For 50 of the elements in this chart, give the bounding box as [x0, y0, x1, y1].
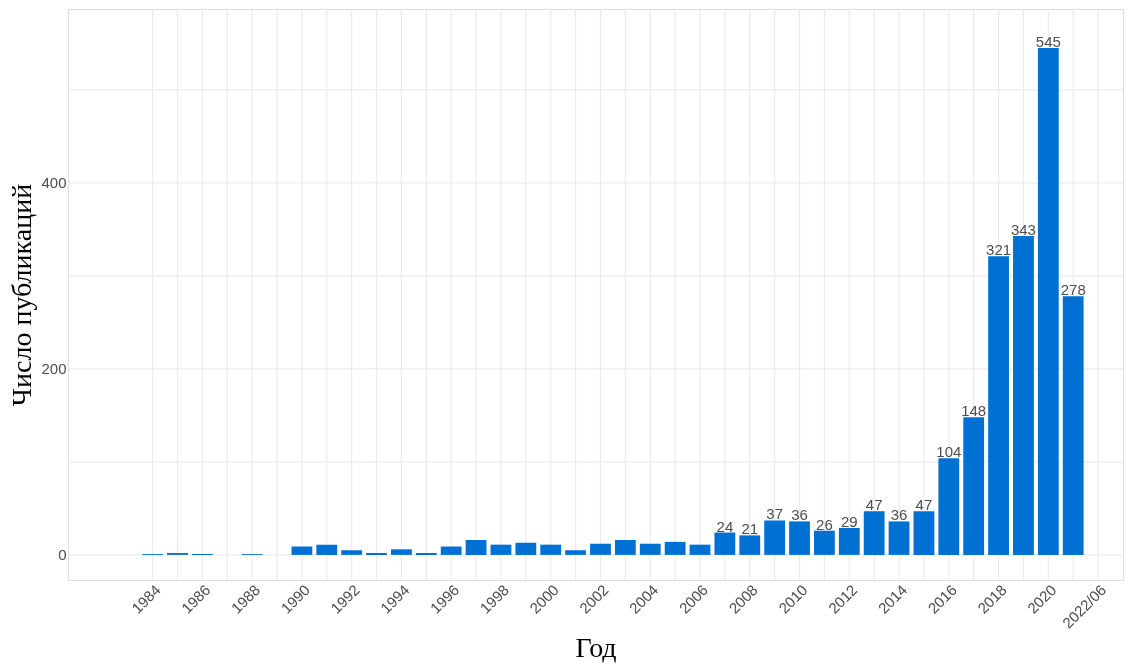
data-label: 21 [741, 520, 759, 538]
bar [739, 535, 761, 555]
data-label: 26 [816, 515, 833, 533]
y-tick-label: 400 [41, 174, 67, 192]
bar [863, 511, 885, 555]
bar [515, 542, 537, 555]
y-tick-label: 0 [58, 546, 67, 564]
bar [565, 550, 586, 555]
bar [814, 530, 835, 555]
bar [689, 544, 711, 555]
data-label: 37 [766, 505, 783, 523]
bar [1062, 296, 1084, 555]
bar [789, 521, 810, 555]
data-label: 47 [915, 496, 933, 514]
bar [764, 520, 786, 555]
bar [988, 256, 1009, 555]
bar [838, 527, 860, 555]
bar [888, 521, 910, 555]
bar [440, 546, 462, 555]
data-label: 278 [1060, 281, 1086, 299]
bar [391, 549, 412, 555]
data-label: 321 [986, 241, 1012, 259]
data-label: 104 [936, 443, 962, 461]
bar [465, 540, 487, 555]
bar [590, 543, 611, 555]
bar [1037, 48, 1059, 555]
x-axis-title: Год [575, 632, 617, 664]
bar [316, 544, 338, 555]
data-label: 36 [890, 506, 908, 524]
bar [913, 511, 935, 555]
data-label: 545 [1035, 33, 1061, 51]
data-label: 47 [865, 496, 883, 514]
data-label: 343 [1010, 220, 1036, 238]
bar [714, 532, 736, 555]
bar [341, 550, 363, 555]
data-label: 36 [791, 506, 808, 524]
bar [614, 540, 636, 555]
y-tick-label: 200 [41, 360, 67, 378]
bar [639, 543, 661, 555]
bar [938, 458, 960, 555]
bar [490, 544, 512, 555]
data-label: 24 [716, 517, 734, 535]
data-label: 148 [961, 402, 987, 420]
bar [291, 546, 313, 555]
bar [963, 417, 985, 555]
y-axis-title: Число публикаций [6, 183, 38, 407]
bar [1013, 235, 1034, 555]
bar [540, 544, 562, 555]
data-label: 29 [840, 512, 858, 530]
bar [664, 541, 686, 555]
